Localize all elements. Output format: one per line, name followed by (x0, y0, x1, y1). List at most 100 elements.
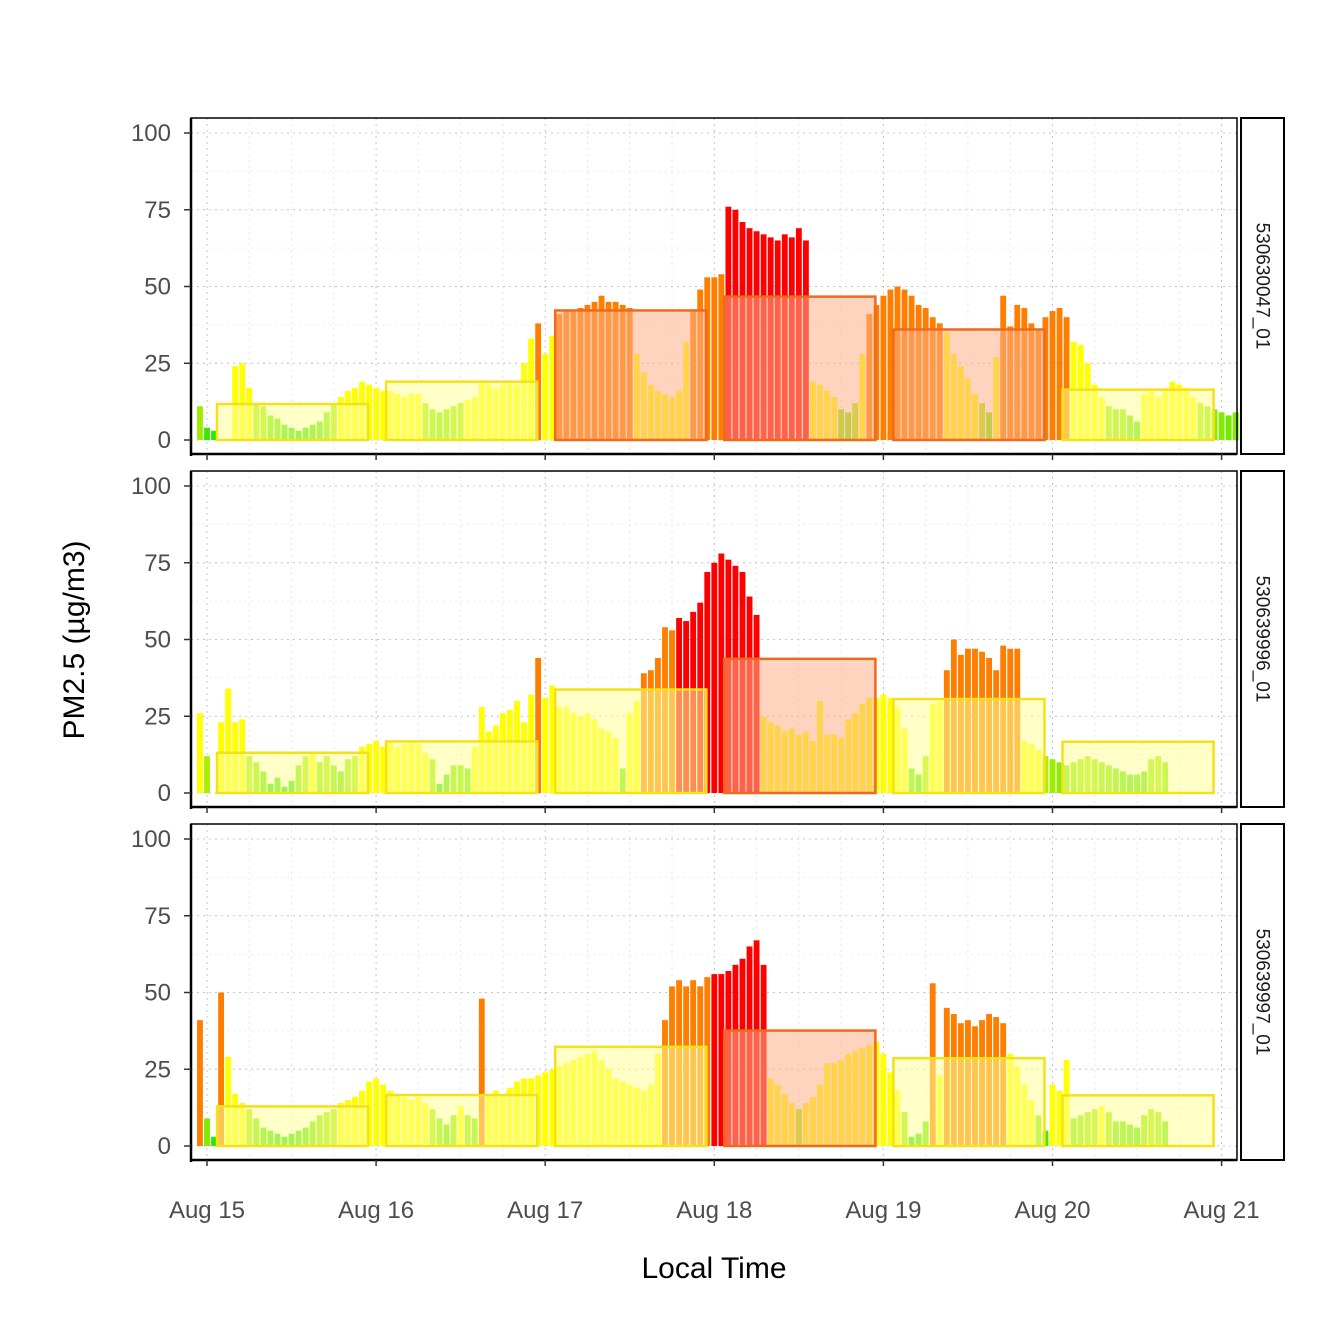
hourly-bar (225, 1056, 232, 1146)
daily-mean-box (892, 697, 1046, 795)
y-tick-label: 0 (158, 780, 171, 807)
hourly-bar (239, 363, 246, 440)
panel-2: 0 25 50 75 100 530639996_01 (131, 470, 1285, 813)
y-tick-label: 25 (144, 350, 171, 377)
hourly-bar (197, 406, 203, 440)
hourly-bar (887, 1072, 894, 1146)
x-tick-label: Aug 19 (845, 1197, 921, 1224)
hourly-bar (549, 1069, 556, 1146)
hourly-bar (1225, 415, 1232, 440)
facet-strip-label: 530639997_01 (1252, 929, 1273, 1056)
daily-mean-box (723, 657, 877, 795)
hourly-bar (373, 740, 380, 793)
hourly-bar (880, 295, 887, 440)
daily-mean-box (1061, 1094, 1215, 1148)
hourly-bar (549, 685, 556, 793)
hourly-bar (549, 335, 556, 440)
daily-mean-box (215, 751, 370, 795)
daily-mean-boxes (215, 657, 1215, 795)
y-tick-label: 25 (144, 1056, 171, 1083)
hourly-bar (711, 974, 718, 1146)
hourly-bar (204, 1118, 210, 1146)
hourly-bar (197, 1020, 203, 1146)
hourly-bar (704, 571, 711, 793)
hourly-bar (718, 553, 725, 793)
hourly-bar (478, 998, 485, 1146)
facet-strip: 530639997_01 (1240, 823, 1285, 1161)
hourly-bar (380, 746, 387, 793)
daily-mean-box (384, 740, 539, 795)
hourly-bar (1056, 762, 1063, 793)
hourly-bar (718, 274, 725, 440)
facet-strip: 530630047_01 (1240, 117, 1285, 455)
hourly-bar (880, 1053, 887, 1146)
y-tick-label: 50 (144, 627, 171, 654)
daily-mean-box (723, 295, 877, 442)
hourly-bar (887, 289, 894, 440)
daily-mean-boxes (215, 295, 1215, 442)
x-axis: Aug 15 Aug 16 Aug 17 Aug 18 Aug 19 Aug 20 Aug … (169, 1197, 1260, 1224)
daily-mean-box (1061, 740, 1215, 795)
hourly-bar (211, 430, 217, 440)
daily-mean-box (384, 1093, 539, 1148)
daily-mean-box (215, 402, 370, 442)
hourly-bar (711, 562, 718, 793)
y-axis: 0 25 50 75 100 (131, 120, 191, 454)
x-tick-label: Aug 16 (338, 1197, 414, 1224)
hourly-bar (373, 387, 380, 440)
daily-mean-box (723, 1029, 877, 1148)
panel-1: 0 25 50 75 100 530630047_01 (131, 117, 1285, 460)
hourly-bar (1056, 1090, 1063, 1146)
hourly-bar (1063, 317, 1070, 440)
x-tick-label: Aug 17 (507, 1197, 583, 1224)
y-tick-label: 100 (131, 473, 171, 500)
hourly-bar (218, 992, 225, 1146)
hourly-bar (1056, 307, 1063, 440)
y-tick-label: 25 (144, 703, 171, 730)
daily-mean-box (215, 1105, 370, 1148)
hourly-bar (718, 974, 725, 1146)
daily-mean-box (892, 1056, 1046, 1148)
y-tick-label: 75 (144, 550, 171, 577)
hourly-bar (542, 697, 549, 793)
x-tick-label: Aug 21 (1184, 1197, 1260, 1224)
hourly-bar (373, 1078, 380, 1146)
grid-lines (191, 824, 1237, 1160)
hourly-bar (1049, 1084, 1056, 1146)
hourly-bar (204, 427, 210, 440)
hourly-bar (1232, 412, 1239, 440)
y-tick-label: 0 (158, 427, 171, 454)
x-axis-title: Local Time (641, 1252, 786, 1285)
hourly-bar (225, 688, 232, 793)
hourly-bar (542, 354, 549, 440)
hourly-bar (535, 657, 542, 793)
x-tick-label: Aug 18 (676, 1197, 752, 1224)
daily-mean-box (553, 1045, 708, 1148)
y-axis: 0 25 50 75 100 (131, 826, 191, 1160)
facet-strip: 530639996_01 (1240, 470, 1285, 808)
hourly-bar (380, 390, 387, 440)
daily-mean-box (384, 380, 539, 442)
hourly-bar (1218, 412, 1225, 440)
daily-mean-box (892, 328, 1046, 442)
hourly-bar (542, 1072, 549, 1146)
daily-mean-box (1061, 388, 1215, 442)
facet-strip-label: 530630047_01 (1252, 223, 1273, 350)
daily-mean-box (553, 688, 708, 795)
y-tick-label: 75 (144, 197, 171, 224)
hourly-bar (204, 756, 210, 793)
hourly-bar (1049, 311, 1056, 440)
hourly-bar (380, 1084, 387, 1146)
facet-strip-label: 530639996_01 (1252, 576, 1273, 703)
hourly-bar (887, 697, 894, 793)
y-tick-label: 100 (131, 120, 171, 147)
hourly-bar (197, 713, 203, 793)
hourly-bar (211, 1136, 217, 1146)
daily-mean-box (553, 309, 708, 442)
y-axis-title: PM2.5 (µg/m3) (58, 541, 91, 740)
x-tick-label: Aug 20 (1014, 1197, 1090, 1224)
y-tick-label: 0 (158, 1133, 171, 1160)
daily-mean-boxes (215, 1029, 1215, 1148)
y-tick-label: 75 (144, 903, 171, 930)
